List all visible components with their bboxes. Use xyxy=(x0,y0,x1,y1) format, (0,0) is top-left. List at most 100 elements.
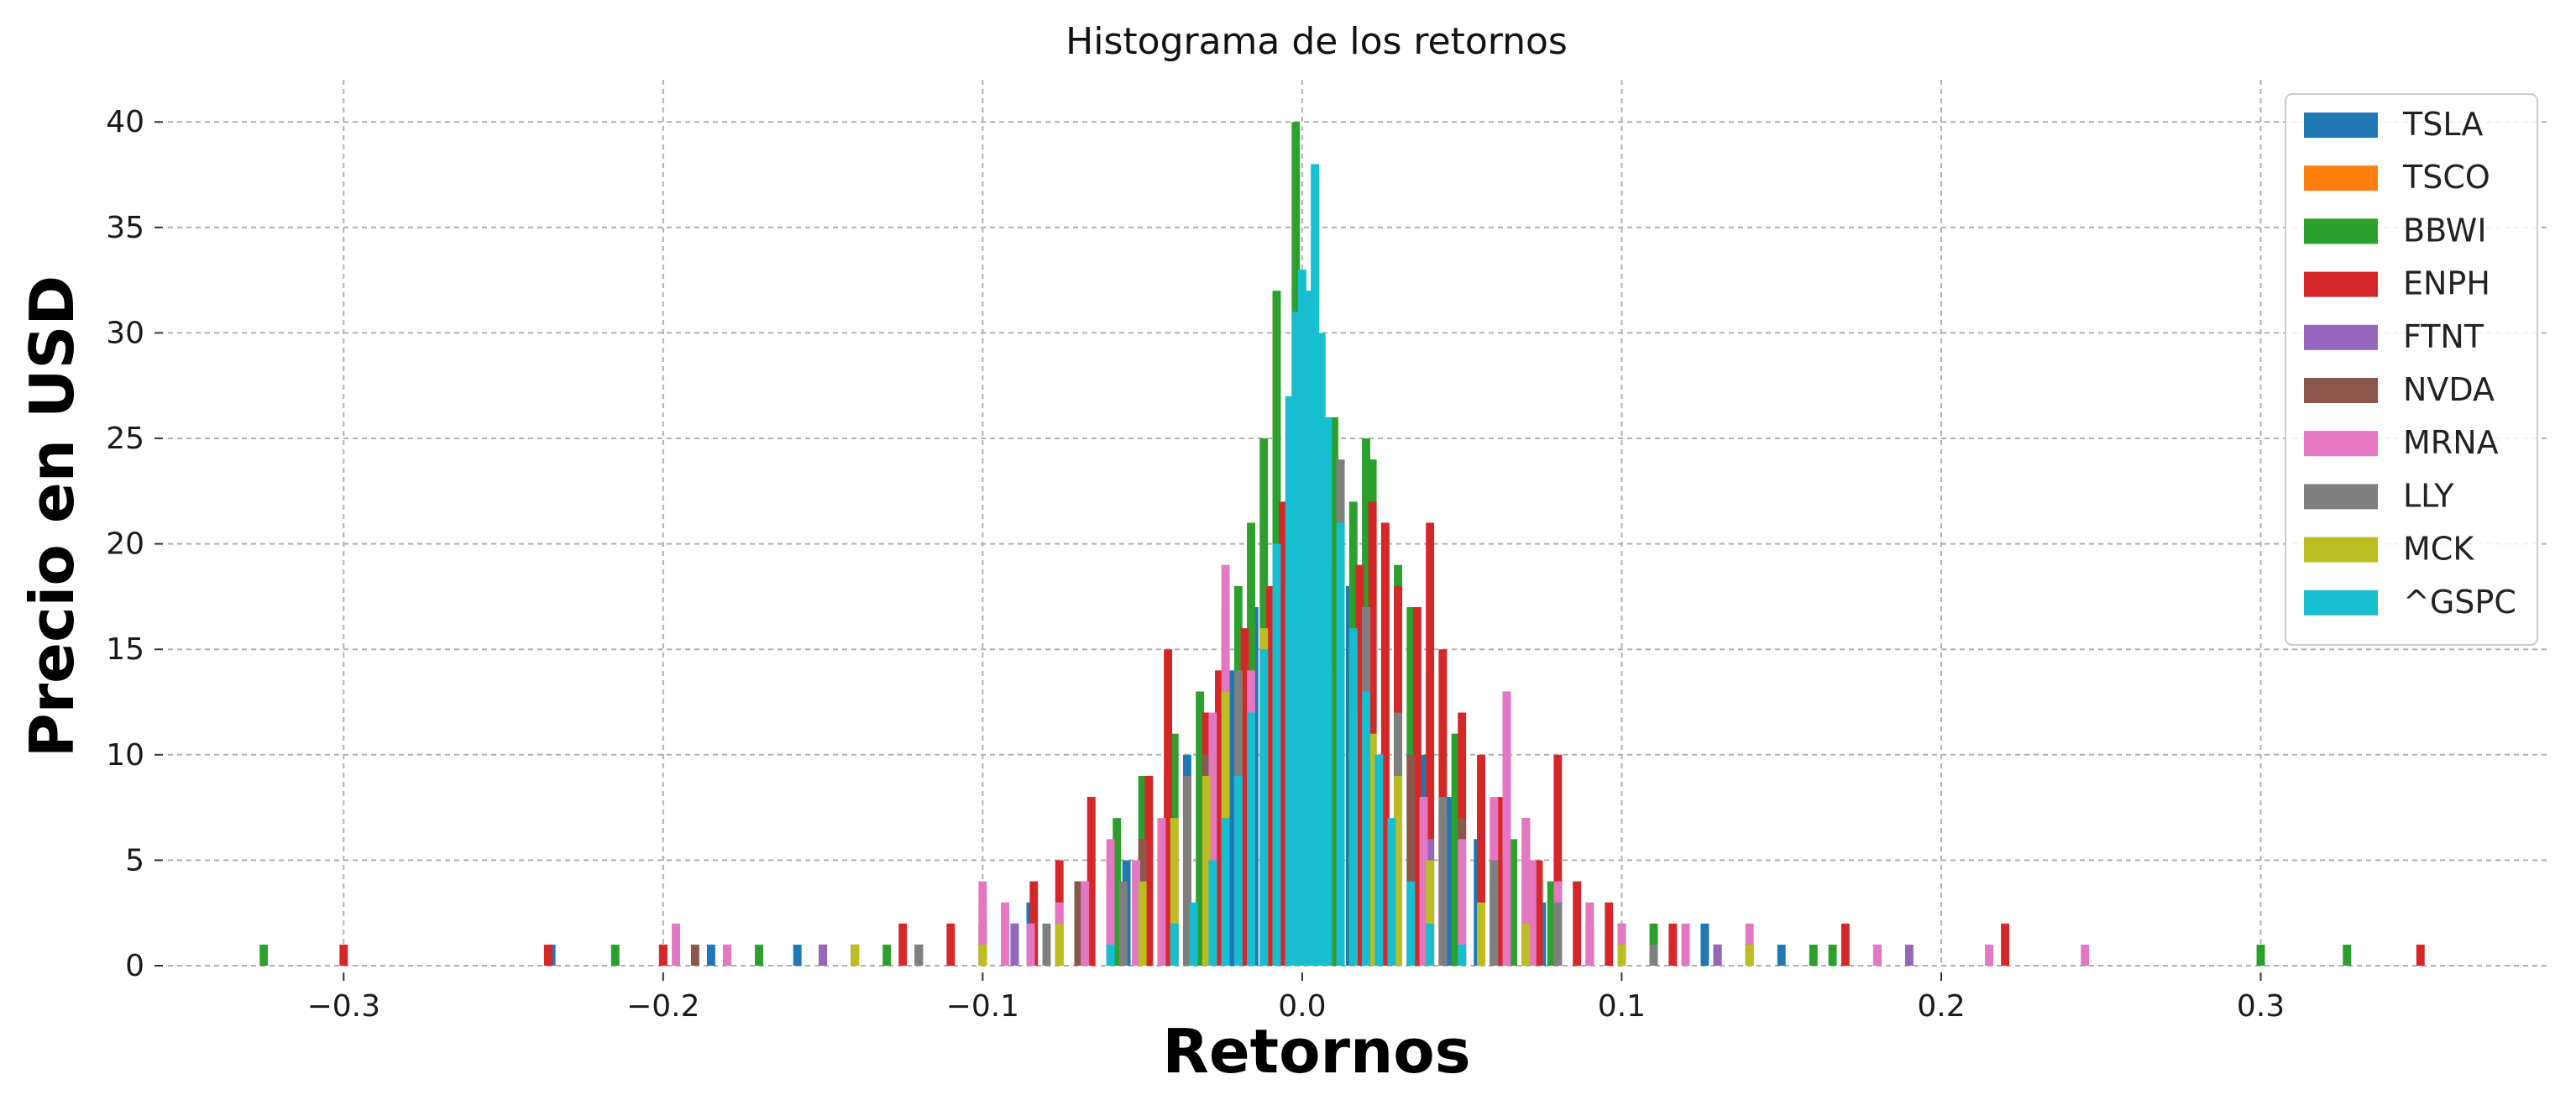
chart-title: Histograma de los retornos xyxy=(1065,20,1568,63)
bar xyxy=(1221,818,1230,966)
series-9 xyxy=(1106,164,1467,967)
bar xyxy=(1355,564,1364,966)
bar xyxy=(1157,818,1166,966)
bar xyxy=(1259,649,1269,966)
bar xyxy=(610,944,620,966)
bar xyxy=(1406,754,1416,966)
y-tick-label: 25 xyxy=(106,422,144,456)
bar xyxy=(672,923,681,966)
legend-swatch xyxy=(2304,324,2378,350)
bar xyxy=(1362,691,1370,966)
bar xyxy=(1272,543,1281,966)
x-tick-label: −0.2 xyxy=(626,989,699,1024)
bar xyxy=(1118,881,1128,966)
bar xyxy=(914,944,924,966)
bar xyxy=(1317,333,1326,966)
bar xyxy=(259,944,269,966)
bar xyxy=(1700,923,1709,966)
bar xyxy=(851,944,860,966)
bar xyxy=(1502,691,1511,966)
legend-swatch xyxy=(2304,484,2378,510)
bar xyxy=(1106,839,1115,966)
legend-swatch xyxy=(2304,431,2378,457)
bar xyxy=(1106,944,1115,966)
bar xyxy=(1196,691,1205,966)
bar xyxy=(1279,501,1288,966)
bar xyxy=(1336,522,1345,966)
bar xyxy=(1233,775,1243,966)
bar xyxy=(946,923,956,966)
bar xyxy=(1247,712,1255,966)
bar xyxy=(2416,944,2425,966)
bar xyxy=(1521,818,1531,966)
bar xyxy=(2256,944,2265,966)
bar xyxy=(658,944,668,966)
legend-swatch xyxy=(2304,113,2378,138)
bar xyxy=(1202,775,1211,966)
bar xyxy=(1521,923,1531,966)
bar xyxy=(1026,923,1035,966)
legend-swatch xyxy=(2304,537,2378,563)
bar xyxy=(898,923,908,966)
bar xyxy=(1170,818,1179,966)
bar xyxy=(1828,944,1837,966)
bar xyxy=(1387,818,1396,966)
legend-label: FTNT xyxy=(2403,318,2484,355)
bar xyxy=(1573,881,1582,966)
bar xyxy=(1617,944,1626,966)
bar xyxy=(1495,797,1505,966)
bar xyxy=(1304,291,1313,966)
bar xyxy=(1553,754,1563,966)
legend-swatch xyxy=(2304,165,2378,191)
x-tick-label: 0.2 xyxy=(1917,989,1965,1024)
y-tick-label: 15 xyxy=(106,632,144,667)
bar xyxy=(1001,902,1009,966)
bar xyxy=(1668,923,1678,966)
bar xyxy=(1458,944,1467,966)
bar xyxy=(1170,923,1179,966)
bar xyxy=(1445,797,1453,966)
bar xyxy=(755,944,763,966)
legend: TSLA TSCO BBWI ENPH FTNT NVDA MRNA LLY MCK ^GSPC xyxy=(2285,93,2538,646)
bar xyxy=(1164,649,1173,966)
bar xyxy=(1394,775,1403,966)
bar xyxy=(1509,839,1518,966)
bar xyxy=(690,944,699,966)
legend-label: TSCO xyxy=(2402,159,2490,196)
bar xyxy=(1380,522,1390,966)
bar xyxy=(1872,944,1882,966)
legend-swatch xyxy=(2304,271,2378,297)
x-tick-label: 0.0 xyxy=(1278,989,1326,1024)
bar xyxy=(1426,860,1435,966)
bar xyxy=(1055,923,1064,966)
bar xyxy=(1189,902,1198,966)
bar xyxy=(1010,923,1019,966)
bar xyxy=(1649,944,1658,966)
x-tick-label: −0.1 xyxy=(946,989,1019,1024)
y-axis-title: Precio en USD xyxy=(17,275,87,757)
bar xyxy=(1547,881,1556,966)
bar xyxy=(1451,733,1460,966)
bar xyxy=(1208,860,1217,966)
y-tick-label: 40 xyxy=(106,105,144,139)
bar xyxy=(819,944,828,966)
bar xyxy=(1985,944,1994,966)
bar xyxy=(1477,902,1485,966)
bar xyxy=(1285,396,1294,966)
bar xyxy=(706,944,715,966)
bar xyxy=(1291,312,1301,966)
y-tick-label: 10 xyxy=(106,738,144,773)
legend-label: TSLA xyxy=(2402,106,2483,143)
bar xyxy=(978,944,987,966)
bar xyxy=(1182,775,1191,966)
bar xyxy=(1240,628,1249,966)
legend-swatch xyxy=(2304,590,2378,616)
y-tick-label: 35 xyxy=(106,211,144,245)
histogram-bars xyxy=(259,122,2425,967)
y-axis-ticks: 0 5 10 15 20 25 30 35 40 xyxy=(106,105,163,983)
y-tick-label: 20 xyxy=(106,527,144,562)
bar xyxy=(2081,944,2090,966)
bar xyxy=(2343,944,2352,966)
bar xyxy=(1113,818,1122,966)
y-tick-label: 30 xyxy=(106,316,144,350)
